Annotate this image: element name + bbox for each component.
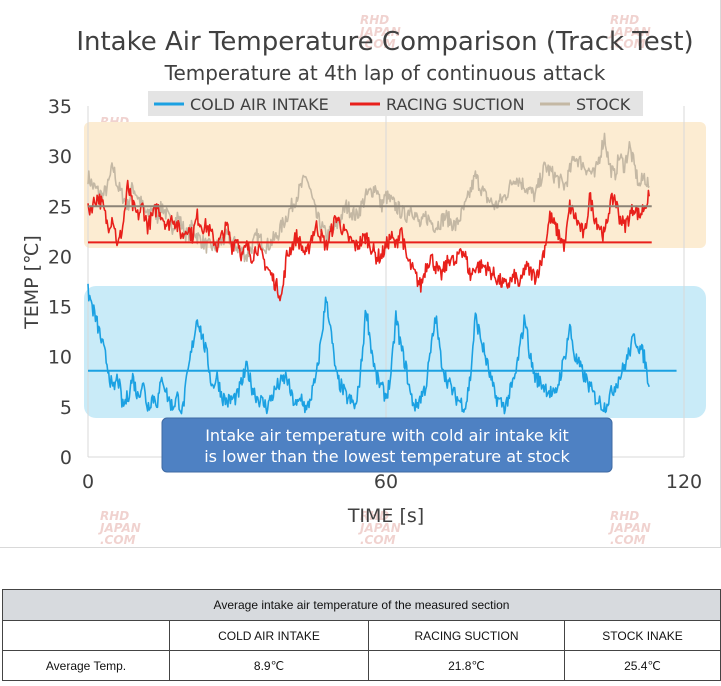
svg-text:JAPAN: JAPAN xyxy=(608,521,651,535)
y-tick-label: 10 xyxy=(48,347,72,369)
table-header-empty xyxy=(2,620,170,651)
series-line-cold-air-intake xyxy=(87,283,650,415)
table-header-cold-air-intake: COLD AIR INTAKE xyxy=(169,620,369,651)
table-header-racing-suction: RACING SUCTION xyxy=(368,620,565,651)
svg-text:.COM: .COM xyxy=(360,37,396,51)
series-line-stock xyxy=(87,132,650,263)
svg-text:JAPAN: JAPAN xyxy=(98,521,141,535)
table-row: Average Temp. 8.9℃ 21.8℃ 25.4℃ xyxy=(2,650,721,681)
chart-container: RHD JAPAN .COM RHD JAPAN .COM RHD JAPAN .COM RHD J… xyxy=(0,0,721,652)
low-temperature-band xyxy=(84,286,706,418)
table-header-row: COLD AIR INTAKE RACING SUCTION STOCK INA… xyxy=(2,620,721,651)
svg-text:.COM: .COM xyxy=(610,533,646,547)
x-tick-label: 0 xyxy=(82,471,94,493)
average-lines xyxy=(88,205,677,372)
value-racing-suction: 21.8℃ xyxy=(368,650,565,681)
x-tick-label: 60 xyxy=(374,471,398,493)
svg-text:RHD: RHD xyxy=(610,509,639,523)
annotation-text: Intake air temperature with cold air int… xyxy=(204,426,570,466)
table-row-label: Average Temp. xyxy=(2,650,170,681)
svg-text:RHD: RHD xyxy=(360,13,389,27)
svg-text:RHD: RHD xyxy=(100,509,129,523)
y-axis-title: TEMP [℃] xyxy=(21,235,43,330)
chart-subtitle: Temperature at 4th lap of continuous att… xyxy=(164,61,606,85)
value-cold-air-intake: 8.9℃ xyxy=(169,650,369,681)
y-tick-label: 35 xyxy=(48,96,72,118)
svg-text:.COM: .COM xyxy=(100,533,136,547)
series-line-racing-suction xyxy=(87,179,650,302)
chart-title: Intake Air Temperature Comparison (Track… xyxy=(76,27,693,57)
summary-table: Average intake air temperature of the me… xyxy=(1,589,721,681)
y-tick-label: 0 xyxy=(60,447,72,469)
y-tick-label: 30 xyxy=(48,146,72,168)
x-tick-label: 120 xyxy=(666,471,702,493)
svg-text:.COM: .COM xyxy=(360,533,396,547)
x-tick-labels: 0 60 120 xyxy=(82,471,702,493)
svg-text:JAPAN: JAPAN xyxy=(608,25,651,39)
y-tick-label: 20 xyxy=(48,246,72,268)
y-tick-label: 5 xyxy=(60,397,72,419)
legend-label-cold-air-intake: COLD AIR INTAKE xyxy=(190,95,329,114)
value-stock-intake: 25.4℃ xyxy=(563,650,721,681)
y-tick-labels: 0 5 10 15 20 25 30 35 xyxy=(48,96,72,469)
legend-label-racing-suction: RACING SUCTION xyxy=(386,95,525,114)
annotation-box xyxy=(161,417,613,473)
temperature-chart: RHDJAPAN.COMRHDJAPAN.COMRHDJAPAN.COMRHDJ… xyxy=(21,13,706,652)
table-caption-row: Average intake air temperature of the me… xyxy=(1,589,721,621)
svg-text:JAPAN: JAPAN xyxy=(358,521,401,535)
table-header-stock-intake: STOCK INAKE xyxy=(563,620,721,651)
svg-text:RHD: RHD xyxy=(360,509,389,523)
series-lines xyxy=(87,132,650,415)
svg-text:RHD: RHD xyxy=(610,13,639,27)
svg-text:.COM: .COM xyxy=(610,37,646,51)
y-tick-label: 15 xyxy=(48,297,72,319)
y-tick-label: 25 xyxy=(48,196,72,218)
x-axis-title: TIME [s] xyxy=(347,505,424,527)
svg-text:JAPAN: JAPAN xyxy=(358,25,401,39)
table-caption: Average intake air temperature of the me… xyxy=(1,589,721,621)
legend-label-stock: STOCK xyxy=(576,95,631,114)
